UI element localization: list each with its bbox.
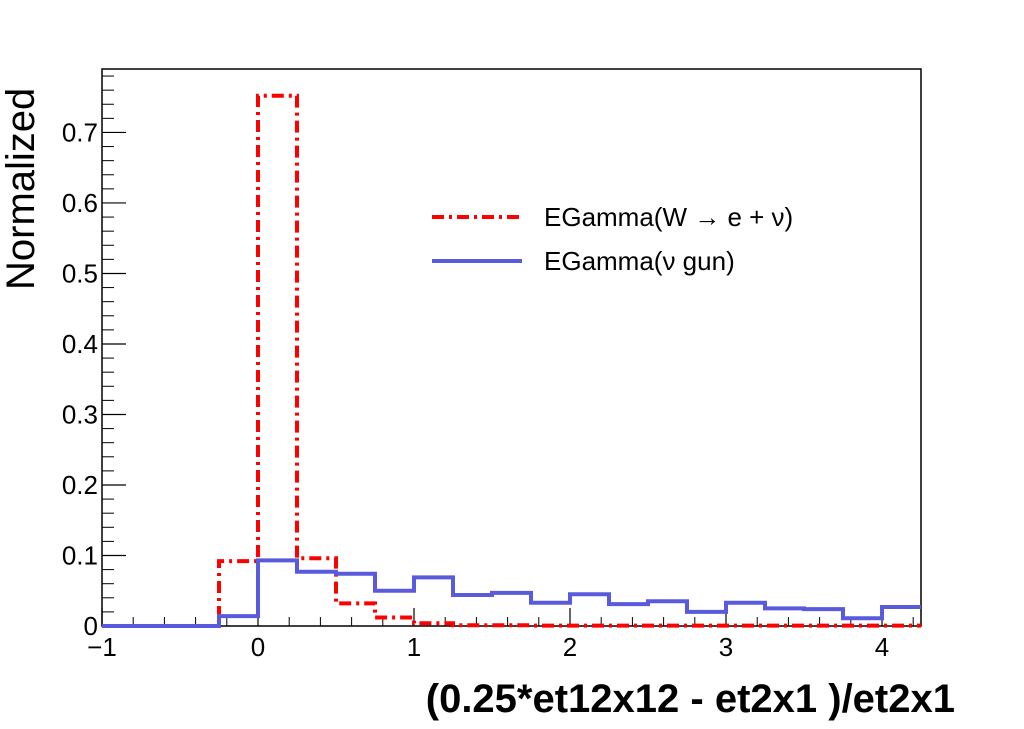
series-layer xyxy=(102,93,921,628)
y-tick-label: 0.2 xyxy=(62,470,98,500)
plot-frame xyxy=(101,68,922,627)
legend-label: EGamma(ν gun) xyxy=(544,246,735,276)
x-tick-label: 2 xyxy=(563,632,577,662)
x-axis-title: (0.25*et12x12 - et2x1 )/et2x1 xyxy=(426,677,955,721)
x-axis-tick-labels: −1 0 1 2 3 4 xyxy=(87,632,889,662)
y-tick-label: 0.3 xyxy=(62,399,98,429)
y-tick-label: 0.7 xyxy=(62,117,98,147)
y-tick-label: 0 xyxy=(84,611,98,641)
x-tick-label: 1 xyxy=(407,632,421,662)
y-axis-title: Normalized xyxy=(0,88,43,290)
y-axis-ticks xyxy=(102,75,126,627)
y-tick-label: 0.5 xyxy=(62,258,98,288)
y-axis-tick-labels: 0 0.1 0.2 0.3 0.4 0.5 0.6 0.7 xyxy=(62,117,98,641)
legend: EGamma(W → e + ν) EGamma(ν gun) xyxy=(432,202,793,276)
y-tick-label: 0.6 xyxy=(62,188,98,218)
series-line-0 xyxy=(102,93,921,628)
y-tick-label: 0.4 xyxy=(62,329,98,359)
x-tick-label: 3 xyxy=(719,632,733,662)
series-line-1 xyxy=(102,558,921,628)
x-tick-label: 0 xyxy=(251,632,265,662)
plot-area xyxy=(101,68,922,627)
x-tick-label: 4 xyxy=(875,632,889,662)
x-tick-label: −1 xyxy=(87,632,117,662)
legend-label: EGamma(W → e + ν) xyxy=(544,202,793,232)
y-tick-label: 0.1 xyxy=(62,540,98,570)
